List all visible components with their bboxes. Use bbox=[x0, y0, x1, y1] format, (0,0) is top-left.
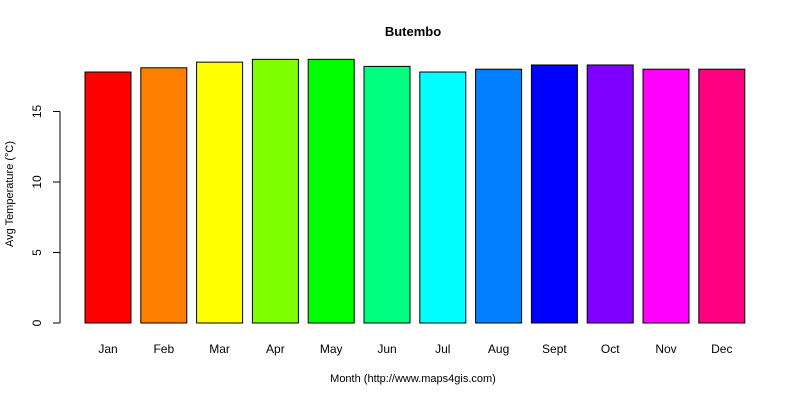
x-tick-label: Aug bbox=[488, 342, 509, 356]
x-tick-label: Jan bbox=[98, 342, 117, 356]
x-tick-label: Sept bbox=[542, 342, 567, 356]
y-axis-label: Avg Temperature (°C) bbox=[4, 141, 16, 247]
bar-apr bbox=[251, 58, 299, 324]
bar-jul bbox=[419, 71, 467, 324]
x-axis-label: Month (http://www.maps4gis.com) bbox=[330, 373, 496, 385]
bar-aug bbox=[475, 68, 523, 324]
x-tick-label: Feb bbox=[153, 342, 174, 356]
y-tick-label: 5 bbox=[30, 249, 44, 256]
x-tick-label: Nov bbox=[655, 342, 676, 356]
bar-jan bbox=[84, 71, 132, 324]
bar-dec bbox=[698, 68, 746, 324]
y-tick-label: 0 bbox=[30, 319, 44, 326]
x-tick-label: Dec bbox=[711, 342, 732, 356]
x-tick-label: Jun bbox=[377, 342, 396, 356]
bars-group bbox=[84, 58, 746, 324]
y-axis: 0 5 10 15 bbox=[30, 105, 61, 326]
x-tick-label: Jul bbox=[435, 342, 450, 356]
bar-mar bbox=[196, 61, 244, 324]
x-tick-label: Mar bbox=[209, 342, 230, 356]
bar-may bbox=[307, 58, 355, 324]
bar-oct bbox=[586, 64, 634, 324]
chart-title: Butembo bbox=[385, 24, 441, 39]
y-tick-label: 10 bbox=[30, 175, 44, 189]
y-tick-label: 15 bbox=[30, 105, 44, 119]
bar-nov bbox=[642, 68, 690, 324]
bar-feb bbox=[140, 67, 188, 324]
x-tick-label: Apr bbox=[266, 342, 285, 356]
x-tick-labels: Jan Feb Mar Apr May Jun Jul Aug Sept Oct Nov Dec bbox=[98, 342, 732, 356]
x-tick-label: Oct bbox=[601, 342, 620, 356]
x-tick-label: May bbox=[320, 342, 343, 356]
bar-sept bbox=[530, 64, 578, 324]
bar-jun bbox=[363, 65, 411, 324]
